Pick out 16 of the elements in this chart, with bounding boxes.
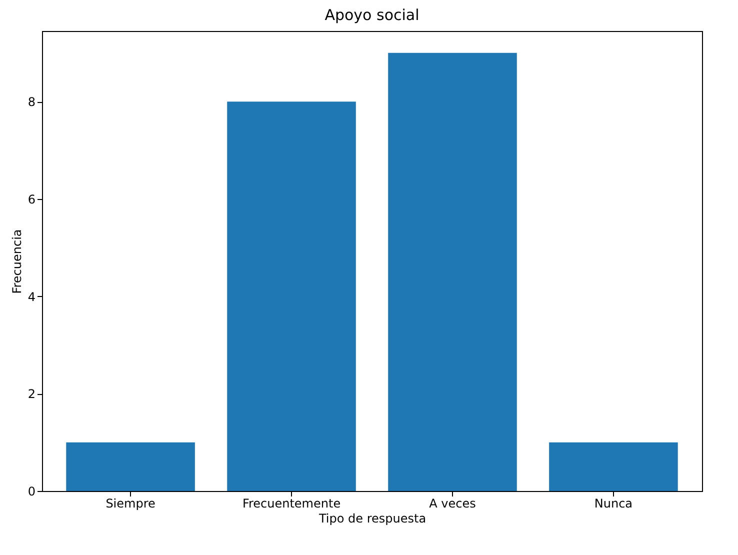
y-tick-label: 0 [28, 484, 36, 498]
x-tick-label: Frecuentemente [242, 496, 341, 510]
y-tick-label: 6 [28, 192, 36, 206]
bar [66, 442, 195, 491]
x-axis-title: Tipo de respuesta [318, 512, 426, 526]
bar [388, 52, 517, 491]
bar [549, 442, 678, 491]
y-tick-label: 4 [28, 290, 36, 304]
y-axis-title: Frecuencia [10, 229, 24, 294]
y-tick-label: 2 [28, 387, 36, 402]
x-tick-label: A veces [429, 496, 476, 510]
y-tick-label: 8 [28, 95, 36, 110]
x-tick-label: Nunca [594, 496, 633, 510]
chart-title: Apoyo social [324, 6, 420, 24]
x-tick-label: Siempre [106, 496, 156, 510]
bar [227, 102, 356, 491]
